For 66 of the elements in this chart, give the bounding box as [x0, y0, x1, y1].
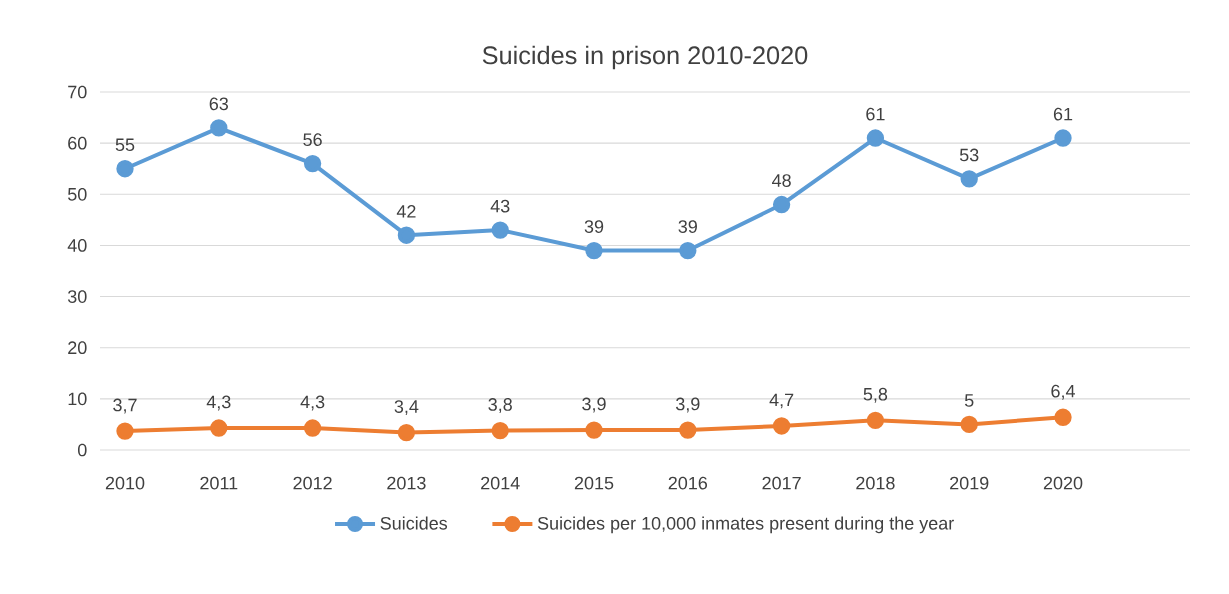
data-label: 4,7 [769, 393, 794, 409]
data-label: 3,8 [488, 398, 512, 413]
data-label: 4,3 [300, 395, 325, 411]
point [679, 421, 697, 439]
data-label: 5 [964, 394, 974, 407]
x-tick-label: 2012 [293, 476, 332, 490]
point [303, 154, 322, 173]
chart-title: Suicides in prison 2010-2020 [482, 45, 808, 70]
y-tick-label: 30 [67, 290, 87, 303]
data-label: 61 [866, 107, 885, 121]
x-tick-label: 2016 [668, 476, 708, 490]
data-label: 42 [396, 205, 416, 218]
point [397, 226, 416, 244]
point [210, 119, 228, 137]
x-tick-label: 2019 [950, 476, 989, 490]
x-tick-label: 2013 [387, 476, 426, 490]
x-tick-label: 2015 [574, 476, 614, 490]
legend-label: Suicides per 10,000 inmates present during the year [537, 516, 954, 534]
data-label: 39 [678, 220, 697, 233]
point [116, 422, 134, 440]
point [585, 241, 603, 260]
point [772, 195, 791, 214]
data-label: 63 [209, 97, 229, 111]
y-tick-label: 0 [77, 443, 87, 457]
data-label: 43 [490, 199, 510, 213]
point [866, 129, 885, 147]
data-label: 4,3 [206, 395, 231, 411]
point [491, 221, 509, 239]
x-tick-label: 2014 [481, 476, 520, 490]
point [960, 415, 978, 434]
data-label: 48 [772, 174, 791, 187]
point [1054, 129, 1072, 147]
y-tick-label: 20 [68, 341, 87, 355]
point [866, 411, 885, 430]
data-label: 6,4 [1051, 384, 1075, 400]
x-tick-label: 2010 [105, 476, 145, 490]
point [210, 419, 228, 437]
data-label: 5,8 [863, 387, 888, 403]
point [397, 423, 416, 442]
y-tick-label: 10 [68, 392, 87, 406]
y-tick-label: 60 [68, 136, 87, 150]
data-label: 53 [959, 148, 979, 162]
point [772, 417, 791, 435]
point [960, 170, 978, 188]
legend-label: Suicides [380, 516, 448, 530]
y-tick-label: 50 [67, 187, 87, 201]
point [585, 421, 603, 439]
x-tick-label: 2017 [762, 476, 801, 490]
data-label: 3,9 [582, 397, 606, 413]
data-label: 61 [1053, 107, 1073, 121]
x-tick-label: 2018 [856, 476, 895, 490]
data-label: 3,9 [675, 397, 700, 413]
point [303, 419, 322, 437]
point [1054, 408, 1072, 426]
data-label: 55 [115, 138, 135, 152]
x-tick-label: 2011 [200, 476, 238, 490]
data-label: 39 [584, 220, 604, 233]
point [679, 241, 697, 260]
point [491, 421, 509, 440]
x-tick-label: 2020 [1043, 476, 1083, 490]
data-label: 3,7 [113, 398, 137, 414]
y-tick-label: 70 [68, 85, 87, 99]
data-label: 56 [303, 133, 322, 146]
y-tick-label: 40 [67, 239, 87, 252]
data-label: 3,4 [394, 400, 419, 416]
point [116, 160, 134, 178]
